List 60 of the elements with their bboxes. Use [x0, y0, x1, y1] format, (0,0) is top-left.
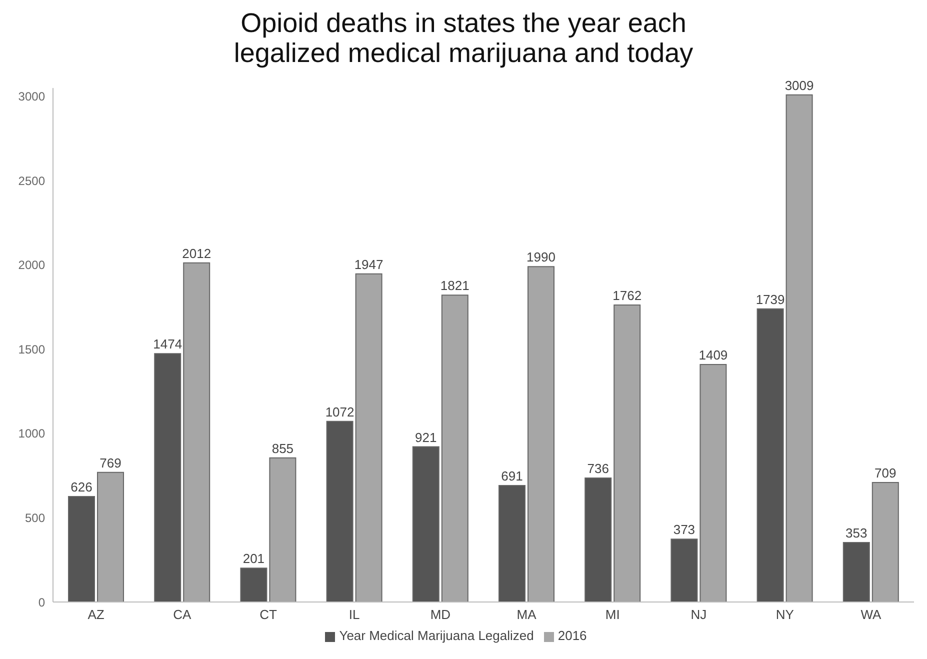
legend-label: 2016: [558, 628, 587, 643]
data-label: 626: [70, 480, 92, 495]
y-tick-label: 3000: [18, 90, 46, 104]
bar: [97, 472, 124, 602]
x-tick-label: CA: [173, 607, 192, 622]
legend-label: Year Medical Marijuana Legalized: [339, 628, 534, 643]
data-label: 1762: [612, 288, 642, 304]
x-tick-label: MD: [430, 607, 451, 622]
data-label: 691: [501, 468, 523, 484]
data-label: 353: [846, 526, 868, 541]
x-tick-label: NY: [776, 607, 794, 622]
y-tick-label: 0: [38, 595, 46, 610]
chart-title: Opioid deaths in states the year each legalized medical marijuana and today: [232, 8, 694, 68]
data-label: 921: [415, 430, 437, 445]
data-label: 769: [100, 455, 122, 470]
y-tick-label: 1000: [18, 426, 46, 441]
y-tick-label: 500: [24, 511, 46, 525]
bar: [326, 420, 354, 602]
data-label: 373: [673, 522, 696, 538]
bar: [412, 446, 440, 602]
data-label: 1947: [354, 256, 384, 272]
bar: [154, 353, 182, 602]
data-label: 1072: [325, 404, 354, 420]
x-tick-label: MA: [516, 607, 537, 622]
x-tick-label: IL: [348, 607, 360, 622]
data-label: 201: [242, 551, 265, 566]
bar: [756, 308, 784, 602]
y-tick-label: 1500: [18, 342, 46, 356]
data-label: 1474: [153, 336, 182, 352]
bar: [183, 262, 210, 602]
y-tick-label: 2000: [18, 258, 46, 272]
bar: [670, 538, 698, 602]
x-tick-label: MI: [605, 607, 620, 622]
data-label: 1409: [698, 348, 728, 363]
bar: [700, 364, 727, 602]
bar: [355, 273, 382, 602]
data-label: 1821: [440, 278, 470, 294]
data-label: 3009: [784, 78, 814, 93]
bar: [269, 457, 296, 602]
bar: [614, 304, 641, 602]
bar: [240, 568, 268, 602]
bar: [584, 477, 612, 602]
x-tick-label: AZ: [88, 607, 104, 622]
data-label: 855: [272, 440, 294, 456]
data-label: 709: [874, 466, 896, 481]
x-tick-label: WA: [860, 607, 882, 622]
data-label: 2012: [182, 246, 212, 261]
bar: [842, 542, 870, 602]
x-tick-label: CT: [260, 607, 277, 622]
bar: [498, 485, 526, 602]
bar: [68, 496, 95, 602]
bar: [528, 266, 554, 602]
y-tick-label: 2500: [18, 174, 46, 188]
x-tick-label: NJ: [690, 607, 707, 622]
bar: [441, 294, 468, 602]
bar: [872, 482, 899, 602]
data-label: 1990: [526, 250, 556, 265]
bar: [786, 94, 813, 602]
data-label: 736: [587, 460, 609, 476]
data-label: 1739: [756, 292, 785, 307]
